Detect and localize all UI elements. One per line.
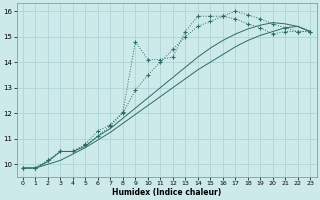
X-axis label: Humidex (Indice chaleur): Humidex (Indice chaleur) <box>112 188 221 197</box>
